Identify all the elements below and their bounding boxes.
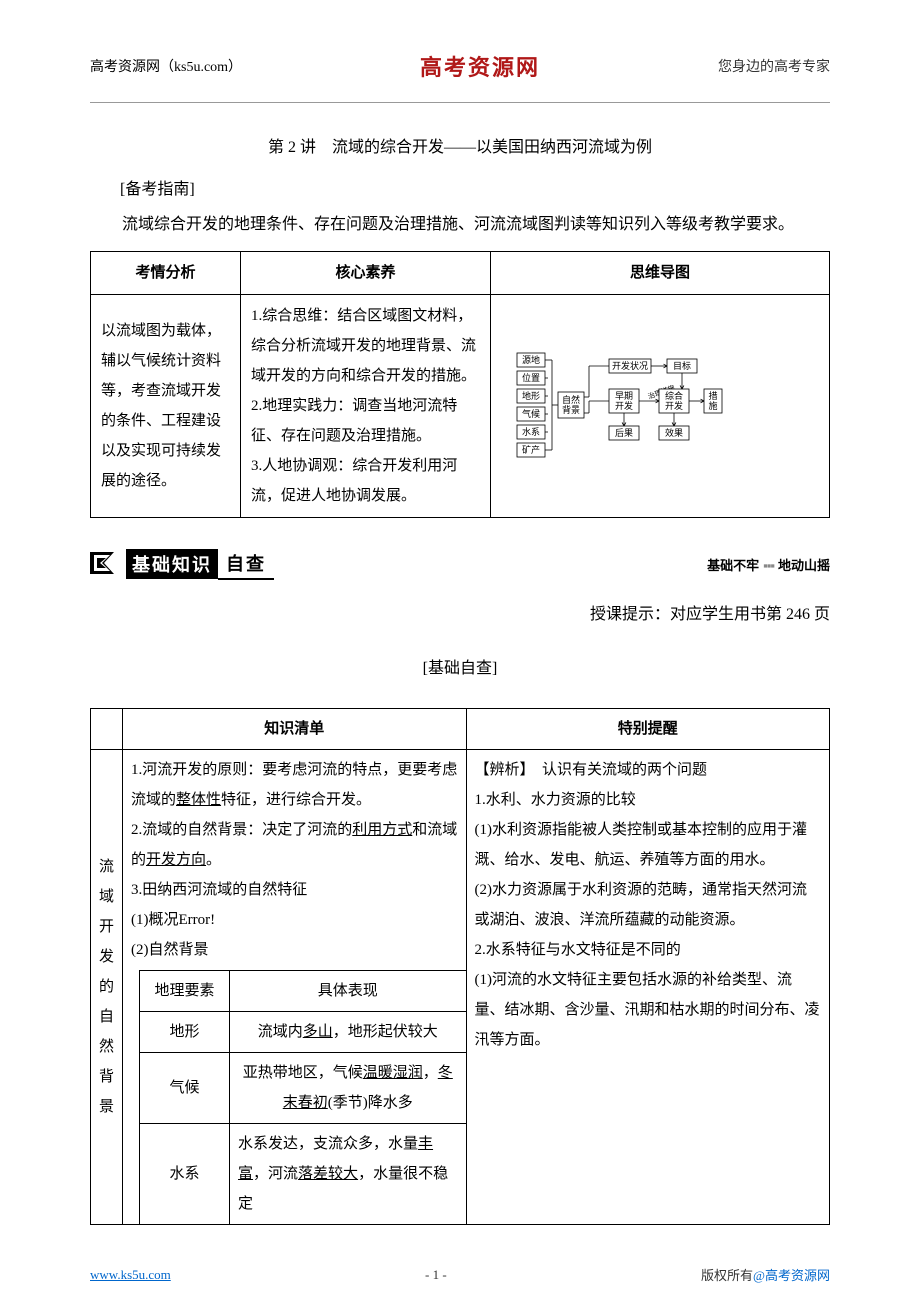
banner-white-text: 自查: [218, 548, 274, 580]
inner-water: 水系: [140, 1124, 230, 1225]
knowledge-content: 1.河流开发的原则：要考虑河流的特点，更要考虑流域的整体性特征，进行综合开发。2…: [123, 750, 467, 971]
teaching-note: 授课提示：对应学生用书第 246 页: [90, 600, 830, 624]
inner-th-desc: 具体表现: [230, 971, 467, 1012]
th-core: 核心素养: [241, 252, 491, 295]
svg-text:开发: 开发: [615, 400, 633, 411]
page-title: 第 2 讲 流域的综合开发——以美国田纳西河流域为例: [90, 133, 830, 157]
inner-terrain: 地形: [140, 1012, 230, 1053]
vertical-label: 流域开发的自然背景: [91, 750, 123, 1225]
svg-text:综合: 综合: [665, 390, 683, 401]
footer-pre: 版权所有: [701, 1268, 753, 1283]
banner-right-2: 地动山摇: [778, 558, 830, 573]
th-empty: [91, 709, 123, 750]
flag-icon: [90, 549, 126, 579]
banner-right-1: 基础不牢: [707, 558, 759, 573]
header-divider: [90, 102, 830, 103]
th-mindmap: 思维导图: [491, 252, 830, 295]
td-mindmap: 源地位置地形气候水系矿产自然背景开发状况目标早期开发治理措施综合开发措施后果效果: [491, 295, 830, 518]
svg-text:地形: 地形: [522, 390, 540, 401]
svg-text:后果: 后果: [615, 428, 633, 438]
th-analysis: 考情分析: [91, 252, 241, 295]
footer-at: @: [753, 1268, 765, 1283]
th-reminder: 特别提醒: [466, 709, 829, 750]
svg-text:位置: 位置: [522, 372, 540, 383]
guide-label: [备考指南]: [120, 175, 830, 199]
td-analysis: 以流域图为载体，辅以气候统计资料等，考查流域开发的条件、工程建设以及实现可持续发…: [91, 295, 241, 518]
self-check-label: [基础自查]: [90, 654, 830, 678]
svg-text:水系: 水系: [522, 426, 540, 437]
section-banner: 基础知识 自查 基础不牢 ▪▪▪ 地动山摇: [90, 548, 830, 580]
dots-icon: ▪▪▪: [763, 558, 774, 573]
guide-paragraph: 流域综合开发的地理条件、存在问题及治理措施、河流流域图判读等知识列入等级考教学要…: [90, 209, 830, 241]
footer-post: 高考资源网: [765, 1268, 830, 1283]
svg-text:自然: 自然: [562, 394, 580, 405]
banner-right: 基础不牢 ▪▪▪ 地动山摇: [707, 555, 830, 574]
svg-text:源地: 源地: [522, 354, 540, 365]
spacer: [123, 971, 140, 1225]
inner-climate-desc: 亚热带地区，气候温暖湿润，冬末春初(季节)降水多: [230, 1053, 467, 1124]
inner-water-desc: 水系发达，支流众多，水量丰富，河流落差较大，水量很不稳定: [230, 1124, 467, 1225]
svg-text:施: 施: [708, 400, 717, 411]
footer-page-num: - 1 -: [425, 1267, 447, 1283]
exam-table: 考情分析 核心素养 思维导图 以流域图为载体，辅以气候统计资料等，考查流域开发的…: [90, 251, 830, 518]
header-left: 高考资源网（ks5u.com）: [90, 56, 242, 76]
inner-terrain-desc: 流域内多山，地形起伏较大: [230, 1012, 467, 1053]
page-header: 高考资源网（ks5u.com） 高考资源网 您身边的高考专家: [90, 50, 830, 82]
knowledge-table: 知识清单 特别提醒 流域开发的自然背景 1.河流开发的原则：要考虑河流的特点，更…: [90, 708, 830, 1225]
reminder-content: 【辨析】 认识有关流域的两个问题1.水利、水力资源的比较(1)水利资源指能被人类…: [466, 750, 829, 1225]
svg-text:气候: 气候: [522, 408, 540, 419]
header-center-logo: 高考资源网: [420, 50, 540, 82]
page-footer: www.ks5u.com - 1 - 版权所有@高考资源网: [90, 1265, 830, 1284]
svg-text:矿产: 矿产: [522, 444, 540, 455]
svg-text:开发状况: 开发状况: [612, 360, 648, 371]
svg-text:措: 措: [708, 390, 717, 401]
banner-black-text: 基础知识: [126, 549, 218, 579]
svg-text:早期: 早期: [615, 391, 633, 401]
svg-text:背景: 背景: [562, 404, 580, 415]
mindmap-diagram: 源地位置地形气候水系矿产自然背景开发状况目标早期开发治理措施综合开发措施后果效果: [501, 341, 819, 471]
header-right: 您身边的高考专家: [718, 56, 830, 76]
footer-url[interactable]: www.ks5u.com: [90, 1267, 171, 1283]
footer-copyright: 版权所有@高考资源网: [701, 1265, 830, 1284]
svg-text:效果: 效果: [665, 427, 683, 438]
th-knowledge: 知识清单: [123, 709, 467, 750]
td-core: 1.综合思维：结合区域图文材料，综合分析流域开发的地理背景、流域开发的方向和综合…: [241, 295, 491, 518]
inner-th-element: 地理要素: [140, 971, 230, 1012]
svg-text:目标: 目标: [673, 360, 691, 371]
svg-text:开发: 开发: [665, 400, 683, 411]
inner-climate: 气候: [140, 1053, 230, 1124]
